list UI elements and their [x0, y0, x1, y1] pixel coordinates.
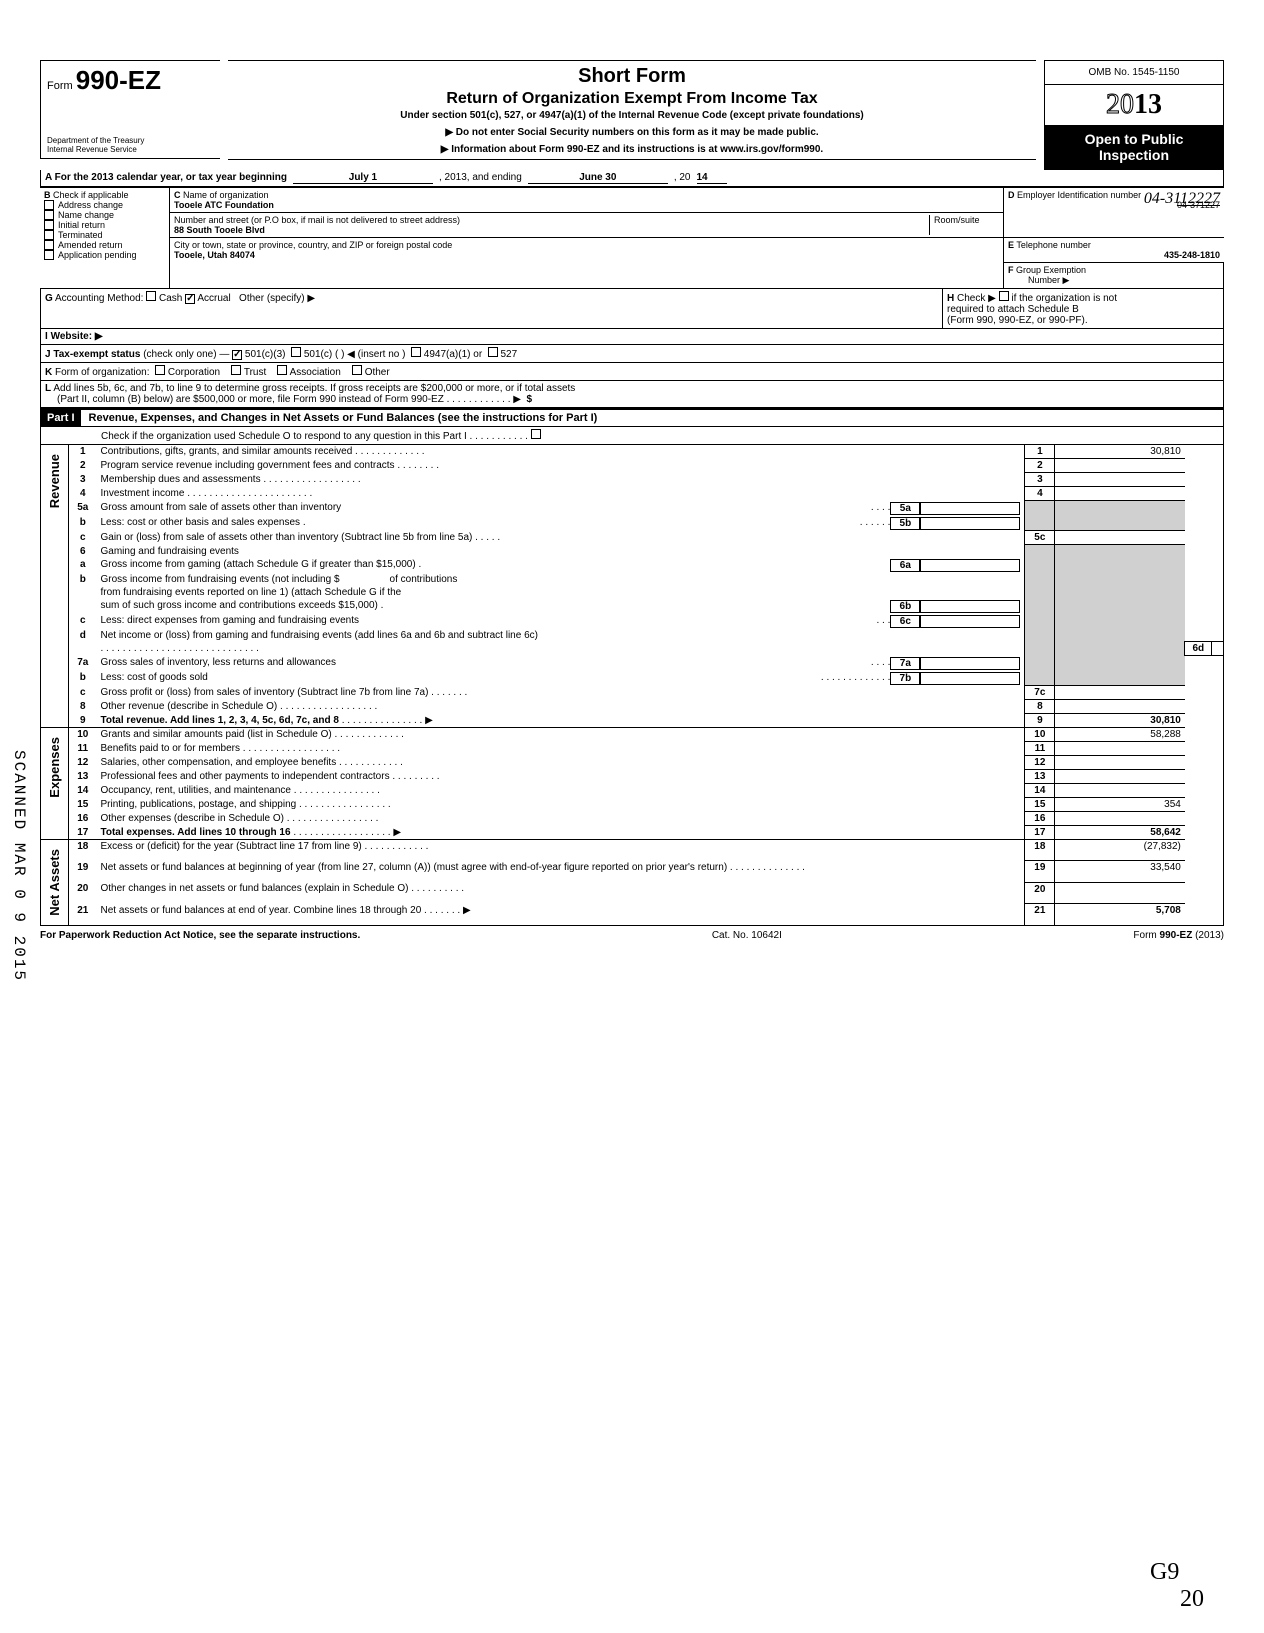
chk-527[interactable]	[488, 347, 498, 357]
short-form-label: Short Form	[236, 65, 1028, 88]
expenses-label: Expenses	[45, 729, 64, 806]
main-title: Return of Organization Exempt From Incom…	[236, 90, 1028, 108]
period-end: June 30	[528, 172, 668, 184]
info-notice: ▶ Information about Form 990-EZ and its …	[236, 144, 1028, 155]
org-address: 88 South Tooele Blvd	[174, 225, 265, 235]
phone: 435-248-1810	[1164, 250, 1220, 260]
line21-val: 5,708	[1055, 904, 1185, 925]
ein-handwritten: 04-3112227	[1144, 190, 1220, 208]
info-grid: B Check if applicable Address change Nam…	[40, 187, 1224, 289]
line1-val: 30,810	[1055, 445, 1185, 459]
annotation-g9: G9 20	[1150, 1559, 1204, 1613]
part1-label: Part I	[41, 410, 81, 426]
chk-4947[interactable]	[411, 347, 421, 357]
netassets-label: Net Assets	[45, 841, 64, 924]
dept-irs: Internal Revenue Service	[47, 145, 214, 154]
chk-other[interactable]	[352, 365, 362, 375]
chk-accrual[interactable]	[185, 294, 195, 304]
subtitle: Under section 501(c), 527, or 4947(a)(1)…	[236, 110, 1028, 121]
org-city: Tooele, Utah 84074	[174, 250, 255, 260]
chk-schedule-o[interactable]	[531, 429, 541, 439]
chk-cash[interactable]	[146, 291, 156, 301]
line15-val: 354	[1055, 798, 1185, 812]
open-public: Open to Public	[1049, 131, 1219, 147]
form-header: Form 990-EZ Department of the Treasury I…	[40, 60, 1224, 170]
chk-initial-return[interactable]	[44, 220, 54, 230]
chk-pending[interactable]	[44, 250, 54, 260]
inspection: Inspection	[1049, 147, 1219, 163]
form-number: 990-EZ	[76, 65, 161, 95]
line9-val: 30,810	[1055, 714, 1185, 728]
dept-treasury: Department of the Treasury	[47, 136, 214, 145]
chk-address-change[interactable]	[44, 200, 54, 210]
form-prefix: Form	[47, 80, 73, 92]
chk-assoc[interactable]	[277, 365, 287, 375]
line17-val: 58,642	[1055, 826, 1185, 840]
tax-year: 2013	[1045, 85, 1223, 125]
ssn-notice: ▶ Do not enter Social Security numbers o…	[236, 127, 1028, 138]
chk-501c[interactable]	[291, 347, 301, 357]
chk-name-change[interactable]	[44, 210, 54, 220]
section-a: A For the 2013 calendar year, or tax yea…	[40, 170, 1224, 187]
period-begin: July 1	[293, 172, 433, 184]
chk-schedule-b[interactable]	[999, 291, 1009, 301]
footer: For Paperwork Reduction Act Notice, see …	[40, 930, 1224, 941]
lines-table: Revenue 1 Contributions, gifts, grants, …	[40, 445, 1224, 926]
omb-number: OMB No. 1545-1150	[1045, 61, 1223, 85]
chk-corp[interactable]	[155, 365, 165, 375]
org-name: Tooele ATC Foundation	[174, 200, 274, 210]
line18-val: (27,832)	[1055, 840, 1185, 861]
period-end-year: 14	[697, 172, 727, 184]
chk-trust[interactable]	[231, 365, 241, 375]
part1-title: Revenue, Expenses, and Changes in Net As…	[81, 412, 598, 424]
chk-501c3[interactable]	[232, 350, 242, 360]
line10-val: 58,288	[1055, 728, 1185, 742]
line19-val: 33,540	[1055, 861, 1185, 882]
scanned-stamp: SCANNED MAR 0 9 2015	[10, 750, 28, 982]
revenue-label: Revenue	[45, 446, 64, 516]
chk-terminated[interactable]	[44, 230, 54, 240]
chk-amended[interactable]	[44, 240, 54, 250]
